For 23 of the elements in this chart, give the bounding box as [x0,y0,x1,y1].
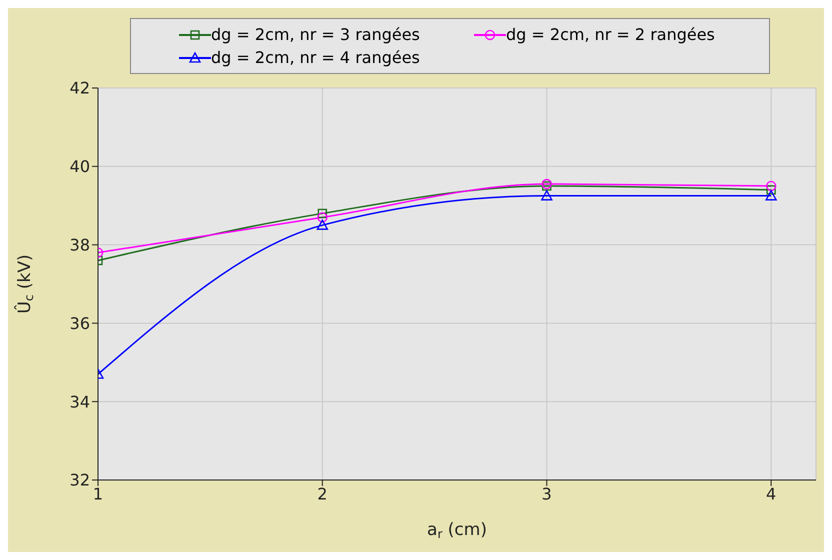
x-tick-label: 2 [317,484,328,504]
point [318,208,328,218]
point [766,185,776,195]
legend-label: dg = 2cm, nr = 4 rangées [211,48,420,67]
point [316,220,328,230]
point [542,181,552,191]
point [765,190,777,200]
legend-label: dg = 2cm, nr = 3 rangées [211,25,420,44]
point [766,180,776,192]
y-tick-label: 36 [70,314,90,333]
point [317,212,328,223]
y-tick-label: 38 [70,235,90,254]
y-tick-label: 34 [70,392,90,412]
x-axis-title: a$_{r}$ (cm) [427,520,487,541]
x-tick-label: 3 [542,484,552,504]
legend-label: dg = 2cm, nr = 2 rangées [506,25,715,44]
x-tick-label: 1 [92,484,104,504]
y-tick-label: 42 [70,78,90,98]
x-tick-label: 4 [766,484,776,504]
point [542,178,552,190]
y-tick-label: 40 [70,157,90,176]
y-tick-label: 32 [70,470,90,490]
point [541,190,552,200]
